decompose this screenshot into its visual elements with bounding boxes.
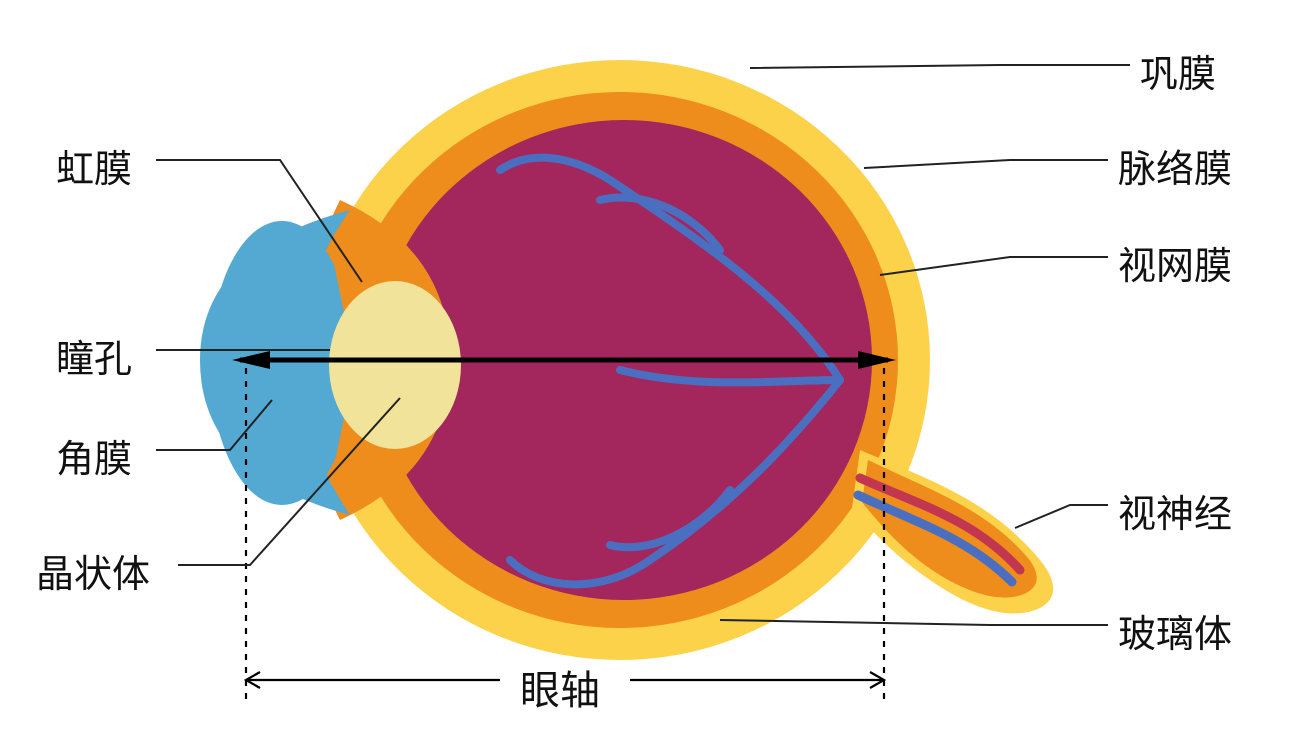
label-vitreous: 玻璃体 (1118, 603, 1232, 658)
label-cornea: 角膜 (56, 428, 132, 483)
label-retina: 视网膜 (1118, 235, 1232, 290)
label-iris: 虹膜 (56, 138, 132, 193)
label-lens: 晶状体 (36, 543, 150, 598)
eye-anatomy-diagram: 虹膜 瞳孔 角膜 晶状体 巩膜 脉络膜 视网膜 视神经 玻璃体 眼轴 (0, 0, 1316, 732)
lens (329, 281, 461, 449)
label-choroid: 脉络膜 (1118, 138, 1232, 193)
axis-label: 眼轴 (520, 658, 600, 716)
optic-nerve (852, 450, 1053, 613)
label-pupil: 瞳孔 (56, 328, 132, 383)
label-sclera: 巩膜 (1140, 43, 1216, 98)
label-optic-nerve: 视神经 (1118, 483, 1232, 538)
